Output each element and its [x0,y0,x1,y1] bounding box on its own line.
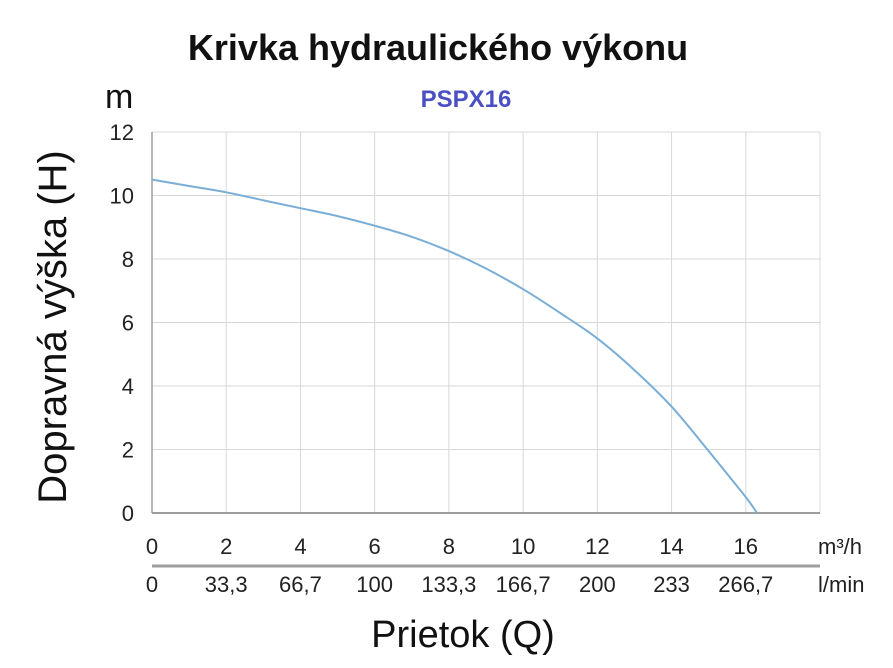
y-tick-label: 6 [122,311,134,336]
x-tick-label-secondary: 166,7 [496,572,551,597]
axes [151,132,820,568]
x-tick-label-primary: 16 [734,534,758,559]
x-tick-label-primary: 2 [220,534,232,559]
tick-labels: 02468101200233,3466,761008133,310166,712… [110,120,774,597]
x-tick-label-secondary: 66,7 [279,572,322,597]
y-tick-label: 0 [122,501,134,526]
x-tick-label-secondary: 0 [146,572,158,597]
chart-title: Krivka hydraulického výkonu [188,27,688,68]
x-tick-label-primary: 4 [294,534,306,559]
x-tick-label-secondary: 266,7 [718,572,773,597]
y-tick-label: 10 [110,184,134,209]
x-unit-secondary: l/min [818,572,864,597]
x-unit-primary: m³/h [818,534,862,559]
chart-subtitle: PSPX16 [421,86,512,113]
x-tick-label-secondary: 33,3 [205,572,248,597]
y-axis-label: Dopravná výška (H) [31,150,75,503]
x-tick-label-secondary: 133,3 [421,572,476,597]
x-tick-label-secondary: 200 [579,572,616,597]
x-axis-label: Prietok (Q) [371,614,555,656]
x-tick-label-primary: 10 [511,534,535,559]
y-unit-label: m [105,78,133,116]
x-tick-label-primary: 8 [443,534,455,559]
y-tick-label: 2 [122,438,134,463]
x-tick-label-primary: 14 [659,534,683,559]
y-tick-label: 8 [122,247,134,272]
series-line [151,178,758,514]
y-tick-label: 12 [110,120,134,145]
grid-lines [152,131,821,513]
y-tick-label: 4 [122,374,134,399]
series-group [151,178,758,514]
x-tick-label-primary: 12 [585,534,609,559]
x-tick-label-secondary: 100 [356,572,393,597]
x-tick-label-secondary: 233 [653,572,690,597]
x-tick-label-primary: 6 [369,534,381,559]
x-tick-label-primary: 0 [146,534,158,559]
